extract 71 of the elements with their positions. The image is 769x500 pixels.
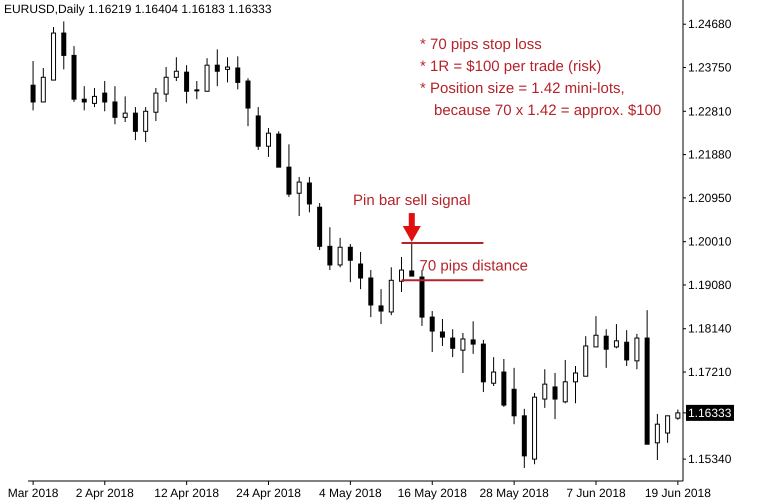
candlestick xyxy=(122,96,128,122)
candlestick xyxy=(409,242,414,277)
candlestick xyxy=(214,48,220,87)
candlestick xyxy=(82,86,87,111)
y-tick-label: 1.21880 xyxy=(688,148,732,162)
annotation: * Position size = 1.42 mini-lots, because 70 x 1.42 = approx. $100 xyxy=(420,79,662,121)
candlestick xyxy=(184,64,190,104)
candlestick xyxy=(604,328,609,368)
candlestick xyxy=(654,413,660,461)
candlestick xyxy=(153,88,158,122)
y-tick-label: 1.23750 xyxy=(688,60,732,75)
candlestick xyxy=(327,226,332,271)
candlestick xyxy=(552,372,558,420)
candlestick xyxy=(378,288,384,325)
x-tick-label: Mar 2018 xyxy=(8,486,59,500)
candlestick xyxy=(450,328,456,358)
y-tick-label: 1.20010 xyxy=(688,234,732,249)
candlestick xyxy=(143,106,148,143)
candlestick xyxy=(572,365,578,404)
candlestick xyxy=(112,86,118,125)
y-tick-label: 1.20950 xyxy=(688,190,732,205)
candlestick xyxy=(61,20,66,70)
candlestick xyxy=(440,318,445,346)
candlestick xyxy=(266,128,271,158)
x-tick-label: 28 May 2018 xyxy=(479,486,550,500)
candlestick xyxy=(92,88,97,108)
candlestick xyxy=(430,310,435,353)
candlestick xyxy=(665,415,670,444)
x-tick-label: 2 Apr 2018 xyxy=(76,486,134,500)
candlestick xyxy=(634,333,640,370)
annotation: * 1R = $100 per trade (risk) xyxy=(420,57,602,77)
y-tick-label: 1.16333 xyxy=(688,406,732,420)
y-tick-label: 1.18140 xyxy=(688,322,732,336)
candlestick xyxy=(624,330,630,366)
candlestick xyxy=(306,176,312,213)
ref-line-label: 70 pips distance xyxy=(420,257,528,274)
chart-title: EURUSD,Daily 1.16219 1.16404 1.16183 1.16333 xyxy=(4,2,272,16)
x-tick-label: 12 Apr 2018 xyxy=(154,486,220,500)
x-tick-label: 7 Jun 2018 xyxy=(566,486,626,500)
candlestick xyxy=(460,332,466,374)
y-tick-label: 1.17210 xyxy=(688,365,732,380)
candlestick xyxy=(296,176,302,217)
candlestick xyxy=(30,60,36,111)
candlestick xyxy=(235,56,240,90)
x-tick-label: 19 Jun 2018 xyxy=(644,486,712,500)
annotation: * 70 pips stop loss xyxy=(420,35,543,55)
x-tick-label: 16 May 2018 xyxy=(398,486,468,500)
candlestick xyxy=(338,237,343,268)
x-tick-label: 24 Apr 2018 xyxy=(236,486,302,500)
annotation: Pin bar sell signal xyxy=(353,192,471,210)
candlestick xyxy=(225,56,230,83)
candlestick xyxy=(348,243,353,283)
candlestick xyxy=(562,359,568,404)
candlestick xyxy=(491,356,496,387)
candlestick xyxy=(194,80,200,100)
candlestick xyxy=(470,320,476,354)
candlestick xyxy=(675,409,680,420)
y-tick-label: 1.22810 xyxy=(688,104,732,118)
candlestick xyxy=(102,80,108,112)
candlestick xyxy=(614,324,619,349)
candlestick xyxy=(593,316,598,348)
candlestick xyxy=(174,56,179,82)
candlestick xyxy=(399,256,404,292)
candlestick xyxy=(542,368,548,408)
candlestick xyxy=(132,106,138,141)
y-tick-label: 1.24680 xyxy=(688,17,732,32)
y-tick-label: 1.19080 xyxy=(688,278,732,292)
candlestick xyxy=(164,66,169,102)
x-tick-label: 4 May 2018 xyxy=(319,486,382,500)
y-tick-label: 1.15340 xyxy=(688,452,732,466)
candlestick xyxy=(358,251,364,290)
